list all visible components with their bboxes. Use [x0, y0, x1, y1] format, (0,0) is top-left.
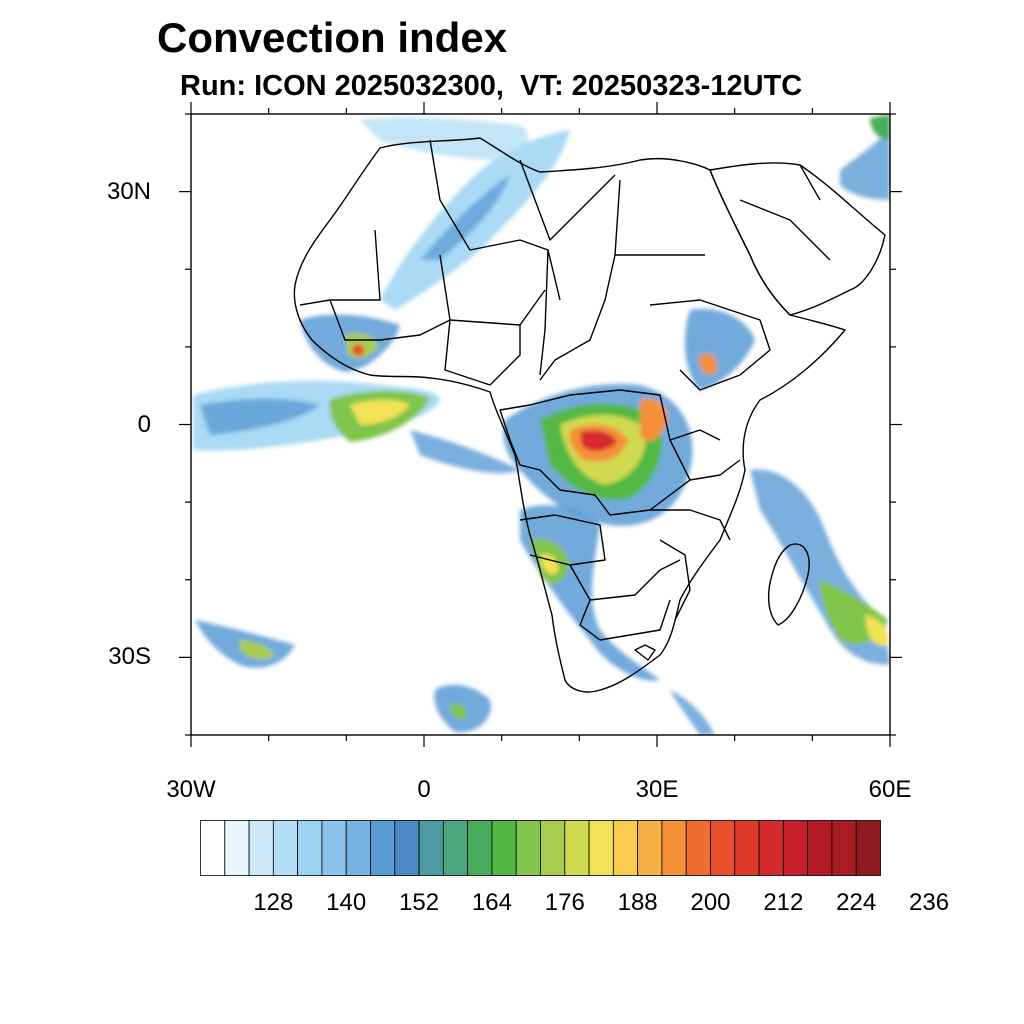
colorbar-label: 236 — [909, 889, 950, 916]
field-west-africa-peak — [352, 344, 364, 356]
colorbar-swatch — [588, 820, 614, 876]
colorbar-swatch — [467, 820, 493, 876]
field-gulf-tail — [410, 430, 520, 474]
colorbar-swatch — [855, 820, 881, 876]
colorbar-label: 212 — [763, 889, 804, 916]
border-west — [329, 299, 451, 341]
field-lakes-hot — [640, 398, 668, 442]
colorbar-swatch — [782, 820, 809, 876]
colorbar-swatch — [637, 820, 663, 876]
country-boundaries — [293, 137, 886, 693]
colorbar-swatch — [442, 820, 469, 876]
colorbar-swatch — [224, 820, 250, 876]
lon-tick-label: 30W — [166, 776, 216, 803]
border-sudan — [539, 254, 616, 381]
colorbar-swatch — [491, 820, 517, 876]
colorbar-swatch — [612, 820, 639, 876]
border-angola — [519, 514, 606, 566]
colorbar-swatch — [807, 820, 833, 876]
plot-frame — [179, 102, 902, 747]
border-algeria — [429, 139, 561, 301]
lon-tick-label: 30E — [635, 776, 679, 803]
lon-tick-label: 60E — [868, 776, 912, 803]
field-se-coast — [670, 690, 715, 735]
colorbar-label: 152 — [399, 889, 440, 916]
field-congo-peak — [580, 430, 617, 451]
colorbar — [200, 820, 881, 876]
colorbar-swatch — [661, 820, 687, 876]
border-nigeria — [444, 319, 521, 386]
border-arabia-inner — [739, 164, 831, 261]
colorbar-swatch — [321, 820, 347, 876]
field-ethiopia-hot — [699, 353, 718, 375]
border-mozambique — [659, 539, 691, 621]
colorbar-swatch — [370, 820, 396, 876]
field-indian-hot — [865, 615, 889, 646]
madagascar-outline — [767, 543, 810, 626]
colorbar-label: 224 — [836, 889, 877, 916]
lon-tick-label: 0 — [417, 776, 431, 803]
colorbar-label: 188 — [617, 889, 658, 916]
field-s-atlantic-hot — [450, 703, 467, 720]
lat-tick-label: 0 — [137, 410, 151, 438]
border-tanzania — [650, 509, 731, 541]
colorbar-swatch — [734, 820, 760, 876]
border-chad — [539, 249, 549, 376]
map-title: Convection index — [157, 14, 508, 61]
colorbar-swatch — [394, 820, 420, 876]
border-egypt — [614, 179, 705, 256]
convection-field — [193, 114, 890, 735]
colorbar-label: 200 — [690, 889, 731, 916]
field-southern-band — [520, 505, 660, 681]
border-ethiopia — [649, 299, 771, 391]
field-sahara-core — [420, 175, 510, 260]
africa-coastline — [293, 137, 846, 693]
colorbar-swatch — [345, 820, 371, 876]
field-atlantic-core — [200, 398, 320, 435]
field-ethiopia — [684, 308, 755, 390]
colorbar-swatch — [564, 820, 590, 876]
colorbar-label: 176 — [544, 889, 585, 916]
lat-tick-label: 30N — [106, 177, 151, 205]
colorbar-swatch — [248, 820, 274, 876]
map-subtitle: Run: ICON 2025032300, VT: 20250323-12UTC — [180, 70, 803, 102]
arabia-outline — [709, 162, 886, 316]
colorbar-swatch — [418, 820, 444, 876]
field-ne-arabia — [840, 130, 890, 200]
colorbar-label: 164 — [471, 889, 512, 916]
border-lesotho — [634, 644, 656, 661]
field-sw-atlantic-hot — [240, 640, 275, 660]
colorbar-swatch — [515, 820, 541, 876]
border-mali — [299, 229, 381, 306]
field-gulf-guinea-core — [350, 399, 410, 425]
colorbar-swatch — [831, 820, 857, 876]
border-south — [569, 559, 681, 641]
border-libya — [519, 159, 616, 241]
colorbar-swatch — [297, 820, 323, 876]
field-med-north — [360, 117, 529, 160]
border-niger — [439, 254, 546, 326]
colorbar-label: 140 — [326, 889, 367, 916]
colorbar-label: 128 — [253, 889, 294, 916]
lat-tick-label: 30S — [108, 643, 151, 671]
colorbar-swatch — [540, 820, 566, 876]
colorbar-swatch — [272, 820, 299, 876]
colorbar-swatch — [710, 820, 736, 876]
colorbar-swatch — [200, 820, 226, 876]
colorbar-swatch — [758, 820, 784, 876]
field-ne-corner — [870, 114, 890, 140]
border-east — [669, 429, 741, 481]
colorbar-swatch — [685, 820, 711, 876]
